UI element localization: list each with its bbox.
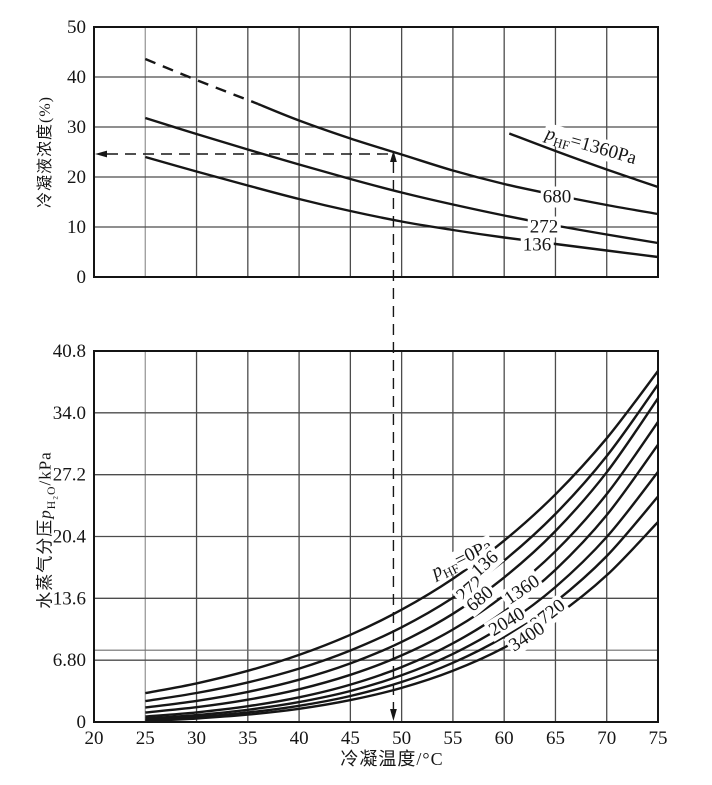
x-tick-label: 45 [341, 728, 360, 749]
curve-p-hf-2040pa [145, 471, 659, 720]
curve-p-hf-680pa [145, 421, 659, 714]
bottom-y-axis-label: 水蒸气分压pH₂O/kPa [35, 451, 58, 609]
x-tick-label: 25 [136, 728, 155, 749]
curve-p-hf-136pa [144, 155, 659, 259]
x-tick-label: 65 [546, 728, 565, 749]
x-tick-label: 30 [187, 728, 206, 749]
bottom-y-tick-label: 13.6 [53, 588, 86, 609]
dashed-guide [95, 150, 397, 721]
bottom-y-tick-label: 6.80 [53, 650, 86, 671]
top-y-tick-label: 50 [67, 17, 86, 38]
curve-p-hf-680pa [257, 102, 659, 216]
curve-p-hf-0pa [145, 370, 659, 695]
x-tick-label: 50 [392, 728, 411, 749]
bottom-y-axis-label-suffix: /kPa [35, 451, 55, 486]
x-tick-label: 60 [495, 728, 514, 749]
top-y-tick-label: 10 [67, 217, 86, 238]
x-tick-label: 20 [85, 728, 104, 749]
curve-label-680-top: 680 [540, 186, 574, 208]
bottom-y-tick-label: 0 [77, 712, 87, 733]
bottom-y-tick-label: 27.2 [53, 465, 86, 486]
h2o-subscript: H₂O [44, 485, 58, 510]
curve-p-hf-1360pa [508, 132, 659, 189]
arrow-down-icon [390, 709, 397, 721]
curve-p-hf-3400pa [145, 521, 659, 723]
curve-p-hf-136pa [145, 383, 659, 703]
curve-p-hf-1360pa [145, 443, 659, 718]
x-tick-label: 35 [238, 728, 257, 749]
bottom-chart-grid [93, 350, 659, 723]
top-y-tick-label: 40 [67, 67, 86, 88]
curve-p-hf-2720pa [145, 495, 659, 722]
x-tick-label: 70 [597, 728, 616, 749]
bottom-chart-curves [145, 370, 659, 723]
top-y-tick-label: 30 [67, 117, 86, 138]
bottom-y-tick-label: 20.4 [53, 527, 87, 548]
bottom-y-tick-label: 40.8 [53, 341, 86, 362]
curve-p-hf-272pa [145, 397, 659, 709]
top-chart-frame [93, 26, 659, 278]
curve-label-136-top: 136 [520, 234, 554, 256]
bottom-chart-frame [93, 350, 659, 723]
curve-p-hf-272pa [144, 116, 659, 245]
x-axis-label: 冷凝温度/°C [340, 749, 444, 769]
x-tick-label: 55 [443, 728, 462, 749]
x-tick-label: 75 [649, 728, 668, 749]
x-tick-label: 40 [290, 728, 309, 749]
curve-p-hf-680pa-dashed [144, 57, 259, 106]
arrow-up-icon [390, 150, 397, 162]
arrow-left-icon [95, 150, 107, 158]
bottom-y-tick-label: 34.0 [53, 403, 86, 424]
top-y-axis-label: 冷凝液浓度(%) [37, 96, 54, 208]
bottom-y-axis-label-prefix: 水蒸气分压 [35, 518, 55, 609]
top-y-tick-label: 20 [67, 167, 86, 188]
tick-labels: 0 10 20 30 40 50 0 6.80 13.6 20.4 27.2 34.0 40.8 20 25… [53, 17, 668, 749]
p-symbol: p [35, 509, 55, 519]
top-chart-curves [144, 57, 659, 259]
curve-label-272-top: 272 [527, 216, 561, 238]
top-y-tick-label: 0 [77, 267, 87, 288]
